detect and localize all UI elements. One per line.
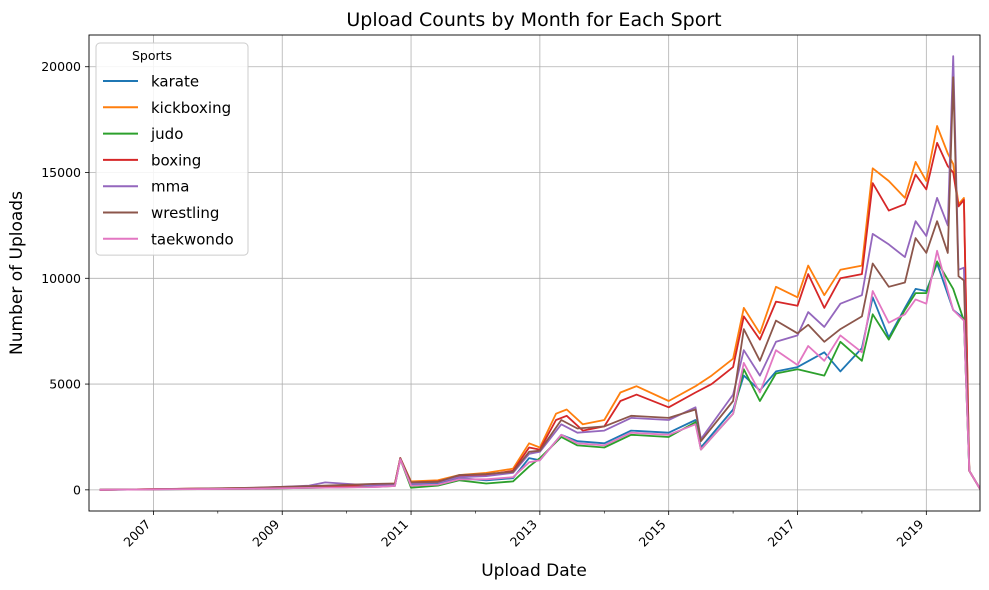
legend: Sports karate kickboxing judo boxing mma wrest… [95,42,249,256]
series-lines [99,55,980,491]
chart-title: Upload Counts by Month for Each Sport [346,9,721,31]
y-axis-label: Number of Uploads [7,191,27,355]
legend-label-karate: karate [151,73,199,91]
y-tick-label: 10000 [41,271,81,286]
legend-label-kickboxing: kickboxing [151,99,231,117]
legend-label-taekwondo: taekwondo [151,230,234,248]
legend-label-mma: mma [151,178,189,196]
y-tick-label: 20000 [41,59,81,74]
legend-title: Sports [132,48,172,63]
y-tick-label: 5000 [49,377,81,392]
legend-label-boxing: boxing [151,151,201,169]
series-line-wrestling [99,76,980,491]
legend-label-judo: judo [150,125,183,143]
y-tick-label: 0 [73,482,81,497]
gridlines [89,35,980,511]
legend-label-wrestling: wrestling [151,204,219,222]
y-axis: 0 5000 10000 15000 20000 [41,59,89,497]
y-tick-label: 15000 [41,165,81,180]
plot-frame [88,34,981,512]
series-line-kickboxing [99,125,980,491]
legend-box [95,42,249,256]
series-line-taekwondo [99,249,980,491]
x-axis-label: Upload Date [481,561,587,581]
